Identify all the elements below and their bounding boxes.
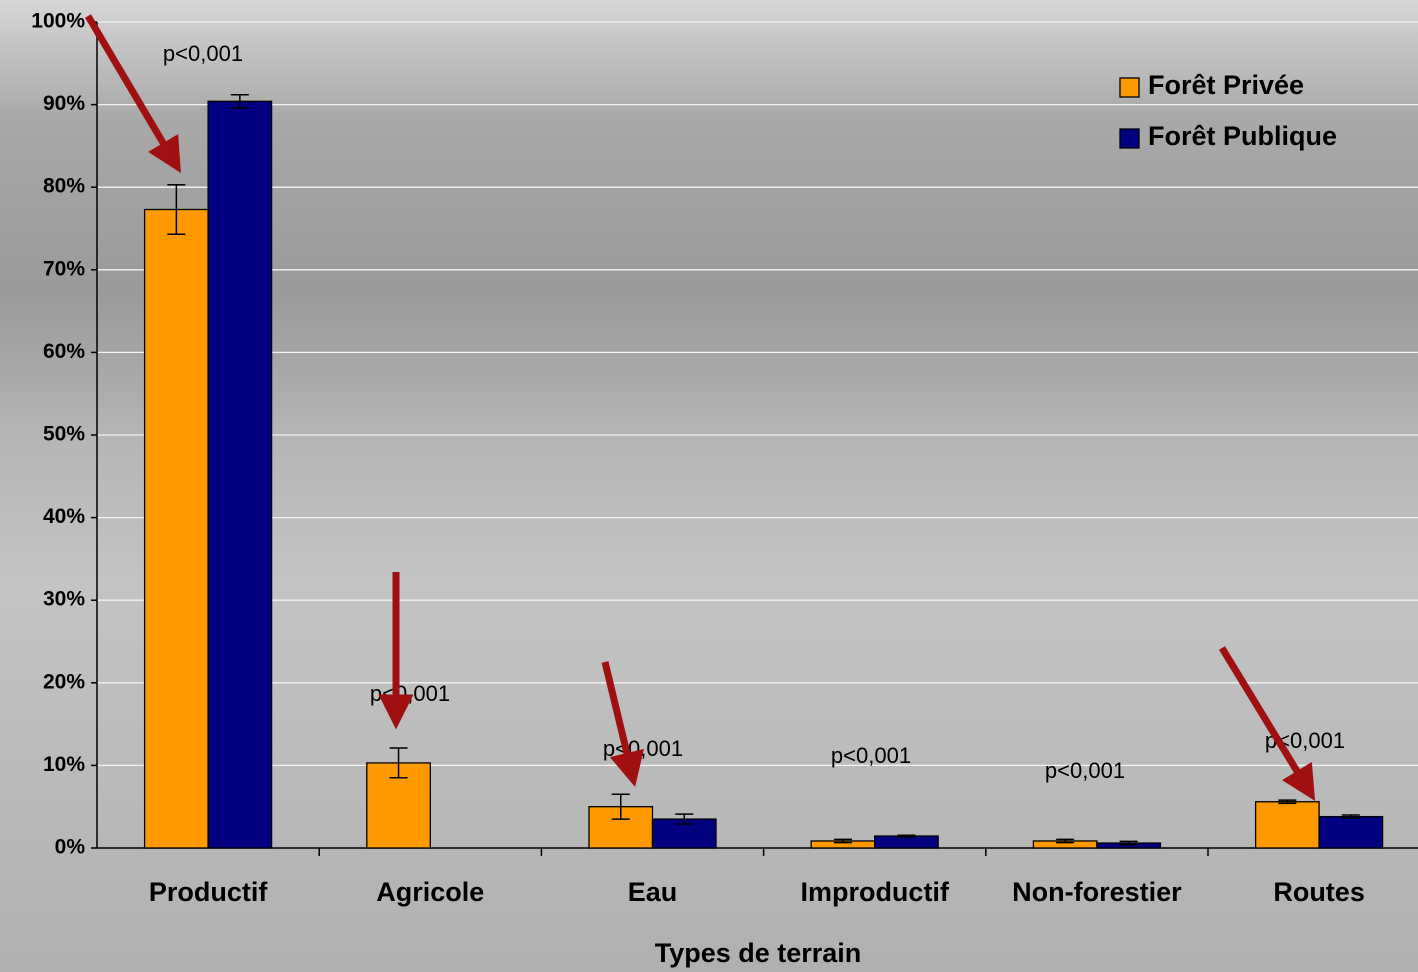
error-bar [675, 813, 694, 825]
y-tick-label: 50% [43, 423, 85, 446]
y-tick-label: 10% [43, 753, 85, 776]
legend-label: Forêt Privée [1148, 70, 1304, 100]
bar [207, 100, 273, 849]
y-tick-label: 80% [43, 175, 85, 198]
y-tick-label: 20% [43, 670, 85, 693]
annotation: p<0,001 [1045, 758, 1125, 783]
x-axis-label: Types de terrain [655, 938, 862, 968]
annotation: p<0,001 [370, 681, 450, 706]
annotation: p<0,001 [831, 743, 911, 768]
y-tick-label: 30% [43, 588, 85, 611]
x-tick-label: Improductif [800, 877, 949, 907]
bar [143, 208, 209, 849]
y-tick-label: 90% [43, 92, 85, 115]
legend-swatch [1119, 77, 1140, 98]
y-tick-label: 60% [43, 340, 85, 363]
arrow [601, 661, 644, 788]
y-tick-label: 40% [43, 505, 85, 528]
bar [874, 835, 939, 849]
y-tick-label: 70% [43, 257, 85, 280]
x-tick-label: Eau [628, 877, 678, 907]
error-bar [897, 834, 916, 838]
y-tick-label: 0% [55, 836, 86, 859]
error-bar [1119, 840, 1138, 846]
error-bar [230, 93, 249, 109]
arrow [1219, 646, 1316, 801]
annotation: p<0,001 [163, 41, 243, 66]
arrows [84, 14, 1316, 801]
x-tick-label: Agricole [376, 877, 484, 907]
error-bar [1056, 838, 1075, 844]
x-tick-label: Non-forestier [1012, 877, 1182, 907]
x-tick-label: Routes [1273, 877, 1365, 907]
error-bar [611, 793, 630, 820]
bar [1318, 815, 1384, 849]
annotation: p<0,001 [603, 736, 683, 761]
y-tick-label: 100% [31, 10, 85, 33]
error-bar [1341, 814, 1360, 820]
plot: 0% 10% 20% 30% 40% 50% 60% 70% 80% 90% 100% Product… [31, 10, 1418, 907]
error-bar [833, 838, 852, 844]
bar [1254, 801, 1320, 849]
legend-label: Forêt Publique [1148, 121, 1337, 151]
legend-swatch [1119, 128, 1140, 149]
arrow [84, 14, 181, 174]
error-bar [389, 747, 408, 779]
x-tick-label: Productif [149, 877, 269, 907]
error-bar [167, 183, 186, 236]
